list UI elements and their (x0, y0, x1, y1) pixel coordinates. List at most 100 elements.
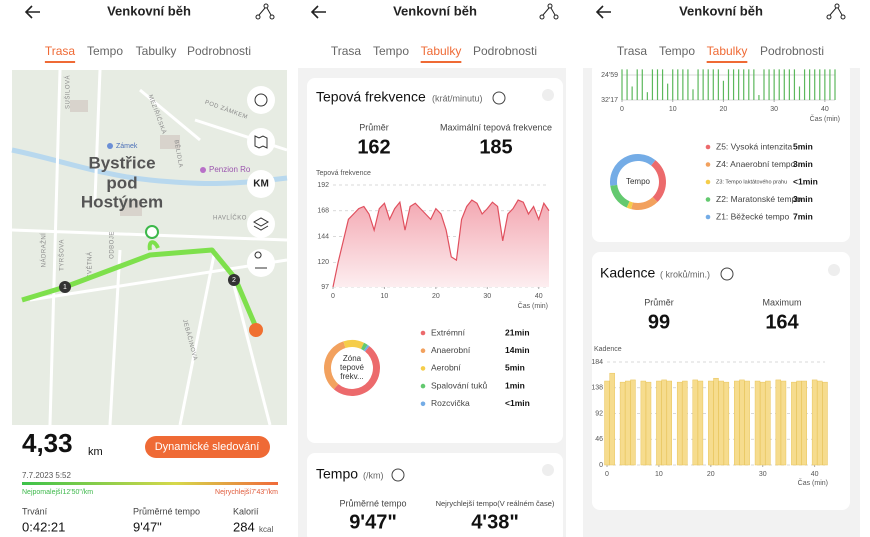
card-title: Kadence (600, 265, 655, 281)
y-tick-label: 184 (591, 359, 603, 366)
card-title: Tempo (316, 466, 358, 482)
unit-button[interactable] (247, 170, 275, 198)
locate-button[interactable] (247, 86, 275, 114)
pie-center-label: Tempo (626, 177, 651, 186)
pie-segment (323, 341, 346, 390)
stat-value: 9'47" (349, 511, 397, 533)
tab[interactable]: Tabulky (707, 44, 748, 58)
x-tick-label: 30 (759, 471, 767, 478)
route-button[interactable] (247, 249, 275, 277)
river (11, 147, 288, 187)
stat-value: 99 (648, 311, 670, 333)
dynamic-tracking-button[interactable] (145, 436, 270, 458)
pie-segment (610, 184, 630, 208)
tab[interactable]: Trasa (617, 44, 648, 58)
map-type-button[interactable] (247, 128, 275, 156)
back-icon[interactable] (310, 5, 326, 19)
tab[interactable]: Trasa (45, 44, 76, 58)
unit-button-label: KM (253, 179, 269, 190)
screen-title: Venkovní běh (679, 3, 763, 18)
bar (744, 380, 750, 466)
km-marker (228, 274, 240, 286)
x-tick-label: 0 (620, 106, 624, 113)
tab[interactable]: Tempo (87, 44, 123, 58)
y-tick-label: 92 (595, 410, 603, 417)
legend-value: 5min (793, 141, 813, 151)
legend-dot (705, 214, 711, 220)
legend-dot (705, 162, 711, 167)
screen-title: Venkovní běh (107, 3, 191, 18)
city-label: pod (106, 173, 137, 192)
back-icon[interactable] (595, 5, 611, 19)
x-axis-label: Čas (min) (518, 301, 548, 310)
share-icon[interactable] (255, 3, 275, 20)
tab[interactable]: Trasa (331, 44, 362, 58)
tab[interactable]: Podrobnosti (473, 44, 537, 58)
screen-title: Venkovní běh (393, 3, 477, 18)
layers-button[interactable] (247, 210, 275, 238)
legend-label: Extrémní (431, 327, 466, 337)
stat-label: Průměrné tempo (133, 506, 200, 516)
x-tick-label: 40 (535, 293, 543, 300)
info-icon[interactable] (720, 267, 734, 281)
tab[interactable]: Tabulky (421, 44, 462, 58)
bar (666, 380, 673, 466)
x-tick-label: 20 (720, 106, 728, 113)
legend-label: Anaerobní (431, 345, 471, 355)
bar (775, 379, 782, 466)
bar (609, 372, 615, 466)
x-tick-label: 40 (821, 106, 829, 113)
bar (791, 381, 797, 466)
pie-segment (651, 160, 666, 203)
y-axis-label: Tepová frekvence (316, 170, 371, 177)
pie-center-label: Zóna (343, 354, 362, 363)
bar (723, 381, 730, 466)
tab[interactable]: Tabulky (136, 44, 177, 58)
y-tick-label: 168 (317, 208, 329, 215)
card-unit: ( kroků/min.) (660, 269, 710, 279)
fastest-pace: Nejrychlejší7'43"/km (215, 489, 278, 496)
y-tick-label: 97 (321, 284, 329, 291)
tab[interactable]: Podrobnosti (760, 44, 824, 58)
poi-label: Penzion Ro (209, 165, 251, 174)
layers-icon (252, 217, 270, 231)
legend-dot (420, 366, 426, 371)
legend-value: <1min (505, 398, 530, 408)
expand-icon[interactable] (542, 464, 554, 476)
share-icon[interactable] (826, 3, 846, 20)
legend-value: 7min (793, 211, 813, 221)
tab[interactable]: Podrobnosti (187, 44, 251, 58)
poi-icon (107, 143, 113, 149)
y-tick-label: 0 (599, 462, 603, 469)
bar (640, 380, 647, 466)
legend-value: 5min (505, 363, 525, 373)
expand-icon[interactable] (542, 89, 554, 101)
back-icon[interactable] (24, 5, 40, 19)
info-icon[interactable] (391, 468, 405, 482)
expand-icon[interactable] (828, 264, 840, 276)
street-label: KVĚTNÁ (86, 251, 94, 278)
legend-dot (420, 348, 426, 354)
stat-value: 162 (357, 136, 390, 158)
stat-label: Průměr (644, 297, 674, 307)
share-icon[interactable] (539, 3, 559, 20)
building (70, 100, 88, 112)
route (21, 247, 258, 326)
street-label: HAVLÍČKO (213, 215, 247, 222)
date: 7.7.2023 5:52 (22, 471, 71, 480)
tab-underline (706, 61, 748, 63)
legend-label: Z1: Běžecké tempo (716, 211, 790, 221)
legend-value: <1min (793, 176, 818, 186)
km-marker-label: 2 (232, 277, 236, 284)
tab[interactable]: Tempo (373, 44, 409, 58)
building (120, 200, 142, 216)
x-tick-label: 10 (669, 106, 677, 113)
pie-segment (610, 153, 656, 186)
x-tick-label: 10 (655, 471, 663, 478)
tab[interactable]: Tempo (659, 44, 695, 58)
info-icon[interactable] (492, 91, 506, 105)
stat-label: Průměrné tempo (339, 498, 406, 508)
line (332, 199, 550, 288)
pie-segment (363, 344, 370, 352)
